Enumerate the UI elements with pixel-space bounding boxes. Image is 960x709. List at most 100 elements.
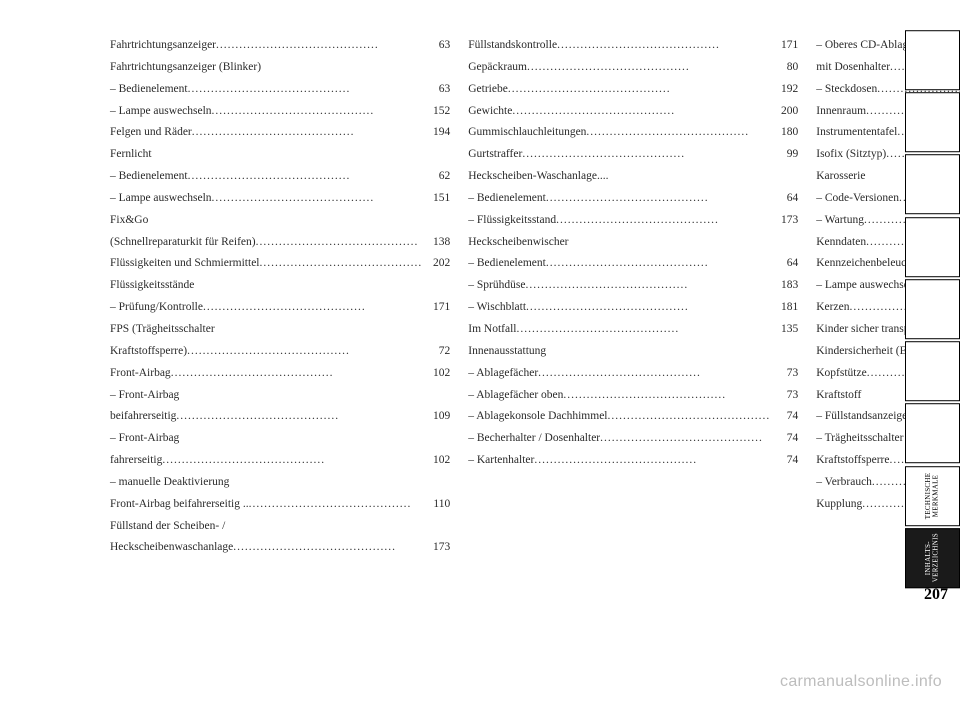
entry-page-number: 74 <box>770 406 798 428</box>
page-number: 207 <box>924 586 948 604</box>
index-entry: – Bedienelement ........................… <box>110 79 450 101</box>
index-entry: – Ablagekonsole Dachhimmel .............… <box>468 406 798 428</box>
entry-dots: ........................................… <box>534 450 770 472</box>
entry-page-number: 152 <box>422 101 450 123</box>
side-tab-5[interactable] <box>905 341 960 401</box>
index-entry: beifahrerseitig ........................… <box>110 406 450 428</box>
entry-label: Getriebe <box>468 79 508 101</box>
entry-label: Im Notfall <box>468 319 516 341</box>
index-entry: Gewichte ...............................… <box>468 101 798 123</box>
entry-page-number: 110 <box>422 494 450 516</box>
entry-label: FPS (Trägheitsschalter <box>110 319 215 341</box>
entry-label: – Ablagefächer oben <box>468 385 563 407</box>
index-entry: – Wischblatt ...........................… <box>468 297 798 319</box>
entry-dots: ........................................… <box>212 101 423 123</box>
entry-label: Kraftstoff <box>816 385 861 407</box>
entry-label: fahrerseitig <box>110 450 162 472</box>
index-entry: – Lampe auswechseln ....................… <box>110 101 450 123</box>
index-entry: Fahrtrichtungsanzeiger .................… <box>110 35 450 57</box>
index-entry: Fernlicht <box>110 144 450 166</box>
side-tab-3[interactable] <box>905 217 960 277</box>
entry-label: Heckscheibenwischer <box>468 232 568 254</box>
entry-dots: ........................................… <box>512 101 770 123</box>
index-entry: – Front-Airbag <box>110 428 450 450</box>
entry-label: – Verbrauch <box>816 472 872 494</box>
entry-label: Front-Airbag beifahrerseitig .. <box>110 494 249 516</box>
entry-page-number: 135 <box>770 319 798 341</box>
index-entry: – Flüssigkeitsstand ....................… <box>468 210 798 232</box>
index-entry: Gurtstraffer ...........................… <box>468 144 798 166</box>
entry-dots: ........................................… <box>526 297 770 319</box>
index-entry: Im Notfall .............................… <box>468 319 798 341</box>
side-tab-8[interactable]: INHALTS- VERZEICHNIS <box>905 528 960 588</box>
index-entry: Füllstandskontrolle ....................… <box>468 35 798 57</box>
entry-label: Front-Airbag <box>110 363 171 385</box>
index-entry: Kraftstoffsperre) ......................… <box>110 341 450 363</box>
entry-label: Füllstandskontrolle <box>468 35 557 57</box>
entry-page-number: 102 <box>422 450 450 472</box>
entry-label: Heckscheiben-Waschanlage.... <box>468 166 608 188</box>
index-entry: Füllstand der Scheiben- / <box>110 516 450 538</box>
index-entry: – Front-Airbag <box>110 385 450 407</box>
entry-page-number: 63 <box>422 79 450 101</box>
entry-label: Kenndaten <box>816 232 866 254</box>
entry-label: – Becherhalter / Dosenhalter <box>468 428 600 450</box>
entry-page-number: 151 <box>422 188 450 210</box>
entry-label: beifahrerseitig <box>110 406 176 428</box>
entry-label: Kerzen <box>816 297 849 319</box>
entry-dots: ........................................… <box>546 253 770 275</box>
side-tab-7[interactable]: TECHNISCHE MERKMALE <box>905 466 960 526</box>
side-tab-6[interactable] <box>905 403 960 463</box>
entry-dots: ........................................… <box>187 341 422 363</box>
entry-label: Kraftstoffsperre) <box>110 341 187 363</box>
entry-dots: ........................................… <box>162 450 422 472</box>
entry-page-number: 102 <box>422 363 450 385</box>
entry-label: – Lampe auswechseln <box>816 275 918 297</box>
entry-label: – manuelle Deaktivierung <box>110 472 229 494</box>
entry-dots: ........................................… <box>525 275 770 297</box>
entry-page-number: 171 <box>422 297 450 319</box>
side-tab-0[interactable] <box>905 30 960 90</box>
entry-dots: ........................................… <box>233 537 422 559</box>
index-entry: – manuelle Deaktivierung <box>110 472 450 494</box>
index-entry: Gepäckraum .............................… <box>468 57 798 79</box>
entry-dots: ........................................… <box>522 144 770 166</box>
entry-label: Innenausstattung <box>468 341 546 363</box>
side-tab-4[interactable] <box>905 279 960 339</box>
entry-page-number: 64 <box>770 188 798 210</box>
index-entry: Heckscheiben-Waschanlage.... <box>468 166 798 188</box>
index-entry: Innenausstattung <box>468 341 798 363</box>
index-entry: – Sprühdüse ............................… <box>468 275 798 297</box>
entry-dots: ........................................… <box>171 363 423 385</box>
index-page: Fahrtrichtungsanzeiger .................… <box>0 0 960 620</box>
index-entry: – Kartenhalter .........................… <box>468 450 798 472</box>
index-entry: – Bedienelement ........................… <box>110 166 450 188</box>
entry-page-number: 171 <box>770 35 798 57</box>
entry-page-number: 62 <box>422 166 450 188</box>
entry-dots: ........................................… <box>176 406 422 428</box>
entry-label: Füllstand der Scheiben- / <box>110 516 225 538</box>
entry-label: Isofix (Sitztyp) <box>816 144 886 166</box>
index-entry: Getriebe ...............................… <box>468 79 798 101</box>
entry-label: Flüssigkeiten und Schmiermittel <box>110 253 260 275</box>
entry-label: – Prüfung/Kontrolle <box>110 297 203 319</box>
entry-page-number: 181 <box>770 297 798 319</box>
entry-dots: ........................................… <box>203 297 422 319</box>
entry-label: – Sprühdüse <box>468 275 525 297</box>
index-entry: Heckscheibenwischer <box>468 232 798 254</box>
entry-page-number: 200 <box>770 101 798 123</box>
index-entry: – Ablagefächer oben ....................… <box>468 385 798 407</box>
entry-dots: ........................................… <box>600 428 770 450</box>
entry-dots: ........................................… <box>563 385 770 407</box>
entry-dots: ........................................… <box>192 122 422 144</box>
entry-dots: ........................................… <box>527 57 770 79</box>
index-entry: Fahrtrichtungsanzeiger (Blinker) <box>110 57 450 79</box>
side-tab-1[interactable] <box>905 92 960 152</box>
entry-page-number: 202 <box>422 253 450 275</box>
entry-label: – Lampe auswechseln <box>110 188 212 210</box>
entry-label: – Steckdosen <box>816 79 877 101</box>
entry-page-number: 73 <box>770 385 798 407</box>
side-tab-2[interactable] <box>905 154 960 214</box>
index-entry: Front-Airbag beifahrerseitig .. ........… <box>110 494 450 516</box>
entry-label: – Wartung <box>816 210 864 232</box>
